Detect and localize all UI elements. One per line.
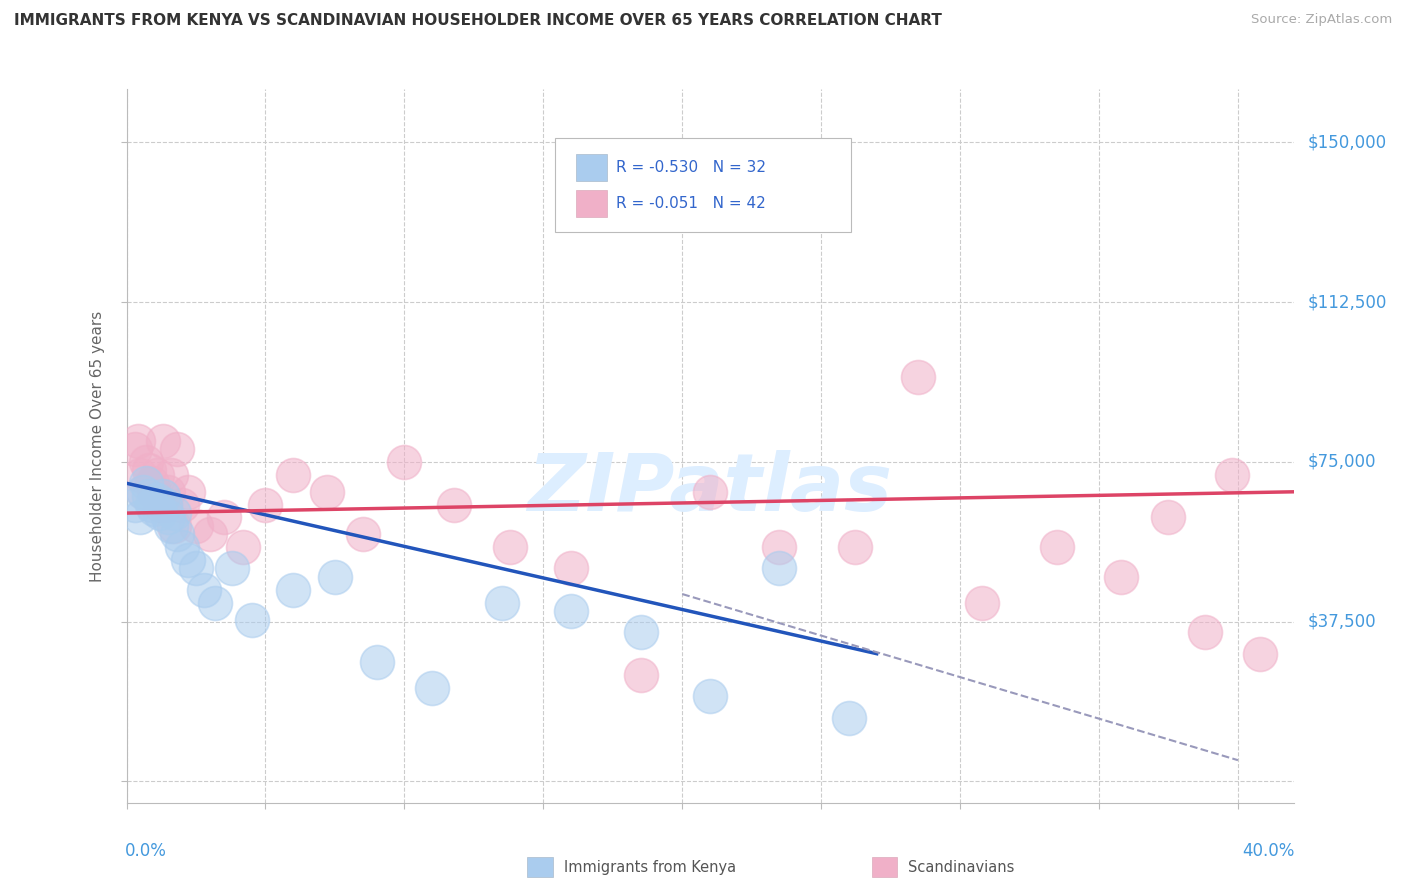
Text: 40.0%: 40.0% xyxy=(1243,842,1295,860)
Point xyxy=(157,484,180,499)
Point xyxy=(141,476,163,491)
Point xyxy=(166,527,188,541)
Point xyxy=(838,710,860,724)
Point xyxy=(155,498,177,512)
Point xyxy=(124,498,146,512)
Point xyxy=(1222,467,1244,482)
Point xyxy=(172,540,194,554)
Point xyxy=(907,369,929,384)
Point xyxy=(394,455,416,469)
Point xyxy=(127,434,149,448)
Point xyxy=(138,489,160,503)
Point xyxy=(315,484,337,499)
Point xyxy=(221,561,243,575)
Point xyxy=(212,510,235,524)
Point xyxy=(560,604,582,618)
Text: IMMIGRANTS FROM KENYA VS SCANDINAVIAN HOUSEHOLDER INCOME OVER 65 YEARS CORRELATI: IMMIGRANTS FROM KENYA VS SCANDINAVIAN HO… xyxy=(14,13,942,29)
Point xyxy=(193,582,215,597)
Y-axis label: Householder Income Over 65 years: Householder Income Over 65 years xyxy=(90,310,105,582)
Text: R = -0.530   N = 32: R = -0.530 N = 32 xyxy=(616,161,766,175)
Point xyxy=(283,467,305,482)
Point xyxy=(163,519,186,533)
Point xyxy=(138,463,160,477)
Point xyxy=(146,467,169,482)
Point xyxy=(768,561,790,575)
Point xyxy=(1249,647,1271,661)
Point xyxy=(1109,570,1132,584)
Text: $37,500: $37,500 xyxy=(1308,613,1376,631)
Point xyxy=(232,540,254,554)
Point xyxy=(176,553,198,567)
Text: ZIPatlas: ZIPatlas xyxy=(527,450,893,528)
Point xyxy=(443,498,465,512)
Point xyxy=(132,484,155,499)
Point xyxy=(135,476,157,491)
Point xyxy=(163,506,186,520)
Text: R = -0.051   N = 42: R = -0.051 N = 42 xyxy=(616,196,766,211)
Point xyxy=(143,501,166,516)
Point xyxy=(844,540,866,554)
Text: $150,000: $150,000 xyxy=(1308,134,1386,152)
Point xyxy=(143,484,166,499)
Point xyxy=(699,484,721,499)
Point xyxy=(149,498,172,512)
Point xyxy=(630,625,652,640)
Point xyxy=(352,527,374,541)
Point xyxy=(160,519,183,533)
Point xyxy=(366,655,388,669)
Point xyxy=(166,442,188,457)
Point xyxy=(1194,625,1216,640)
Point xyxy=(176,484,198,499)
Point xyxy=(152,489,174,503)
Point xyxy=(254,498,277,512)
Point xyxy=(184,519,207,533)
Point xyxy=(972,596,994,610)
Point xyxy=(184,561,207,575)
Point xyxy=(420,681,443,695)
Text: Scandinavians: Scandinavians xyxy=(908,860,1015,874)
Point xyxy=(160,467,183,482)
Point xyxy=(204,596,226,610)
Point xyxy=(152,434,174,448)
Point xyxy=(129,467,152,482)
Point xyxy=(135,455,157,469)
Point xyxy=(240,613,263,627)
Point xyxy=(155,498,177,512)
Point xyxy=(560,561,582,575)
Point xyxy=(768,540,790,554)
Point xyxy=(323,570,346,584)
Text: $75,000: $75,000 xyxy=(1308,453,1376,471)
Point xyxy=(491,596,513,610)
Point xyxy=(149,506,172,520)
Point xyxy=(283,582,305,597)
Point xyxy=(129,510,152,524)
Point xyxy=(1157,510,1180,524)
Text: Immigrants from Kenya: Immigrants from Kenya xyxy=(564,860,735,874)
Text: $112,500: $112,500 xyxy=(1308,293,1386,311)
Point xyxy=(132,484,155,499)
Point xyxy=(172,498,194,512)
Text: 0.0%: 0.0% xyxy=(125,842,167,860)
Point xyxy=(198,527,221,541)
Point xyxy=(630,668,652,682)
Point xyxy=(141,498,163,512)
Point xyxy=(699,690,721,704)
Point xyxy=(499,540,522,554)
Point xyxy=(157,510,180,524)
Point xyxy=(1046,540,1069,554)
Point xyxy=(124,442,146,457)
Text: Source: ZipAtlas.com: Source: ZipAtlas.com xyxy=(1251,13,1392,27)
Point xyxy=(146,493,169,508)
